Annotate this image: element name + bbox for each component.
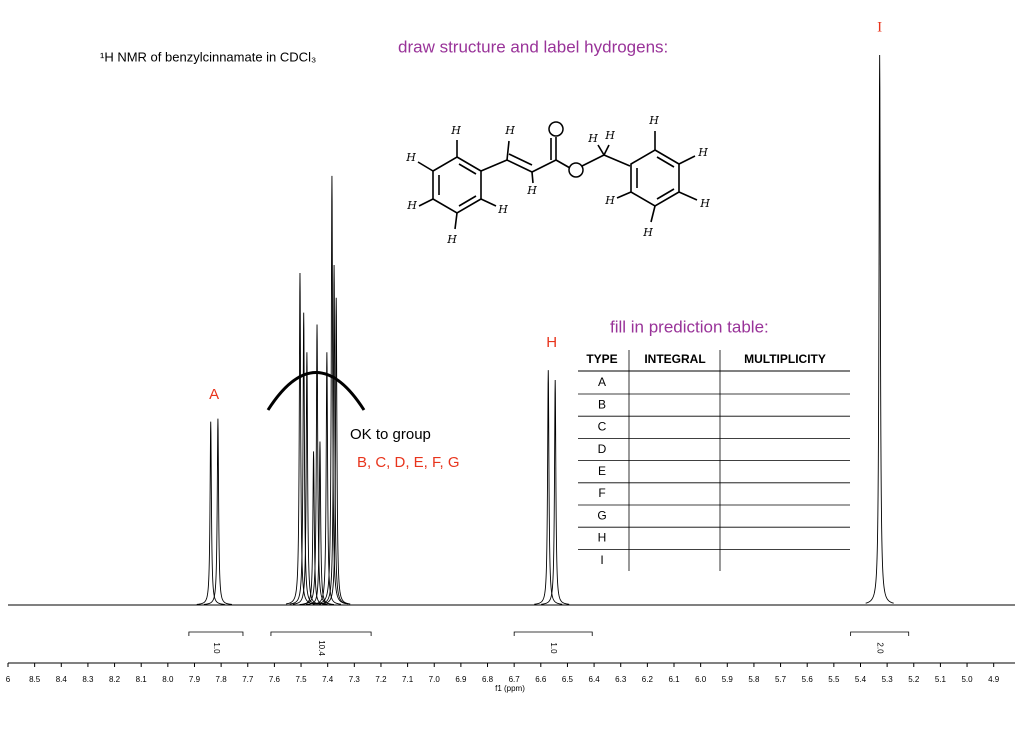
x-tick-label: 7.4	[322, 675, 334, 684]
x-tick-label: 5.1	[935, 675, 947, 684]
x-tick-label: 7.0	[429, 675, 441, 684]
peak	[320, 265, 349, 605]
structure-atom: H	[497, 203, 508, 216]
peak	[285, 272, 315, 605]
peak	[299, 451, 328, 605]
peak-label: H	[546, 334, 557, 351]
x-tick-label: 6.0	[695, 675, 707, 684]
x-tick-label: 8.5	[29, 675, 41, 684]
table-header: MULTIPLICITY	[744, 352, 826, 366]
table-type: G	[597, 508, 606, 522]
x-tick-label: 7.9	[189, 675, 201, 684]
group-note: OK to group	[350, 426, 431, 443]
peak-label: I	[877, 19, 882, 35]
peak	[196, 421, 225, 605]
integral-value: 10.4	[317, 640, 326, 656]
x-tick-label: 6.6	[535, 675, 547, 684]
x-axis-label: f1 (ppm)	[495, 684, 525, 693]
x-tick-label: 5.7	[775, 675, 787, 684]
atom-ring	[568, 162, 584, 178]
structure-atom: H	[604, 129, 615, 142]
x-tick-label: 7.8	[216, 675, 228, 684]
structure-atom: H	[604, 194, 615, 207]
table-type: E	[598, 464, 606, 478]
x-tick-label: 8.4	[56, 675, 68, 684]
table-prompt: fill in prediction table:	[610, 317, 769, 336]
structure-atom: H	[642, 226, 653, 239]
x-tick-label: 7.2	[375, 675, 387, 684]
structure-atom: H	[648, 114, 659, 127]
x-tick-label: 6.8	[482, 675, 494, 684]
x-tick-label: 8.1	[136, 675, 148, 684]
x-tick-label: 6.2	[642, 675, 654, 684]
peak	[312, 352, 341, 605]
x-tick-label: 7.1	[402, 675, 414, 684]
x-tick-label: 5.4	[855, 675, 867, 684]
x-tick-label: 5.8	[748, 675, 760, 684]
integral-bracket	[188, 631, 244, 636]
integral-value: 1.0	[212, 642, 221, 654]
x-tick-label: 5.9	[722, 675, 734, 684]
structure-atom: H	[504, 124, 515, 137]
x-tick-label: 6.4	[589, 675, 601, 684]
x-tick-label: 6.7	[509, 675, 521, 684]
group-arc	[266, 371, 366, 411]
structure-atom: H	[697, 146, 708, 159]
x-tick-label: 5.6	[802, 675, 814, 684]
table-type: F	[598, 486, 605, 500]
table-type: D	[598, 442, 607, 456]
integral-bracket	[513, 631, 593, 636]
table-type: B	[598, 397, 606, 411]
integral-bracket	[850, 631, 910, 636]
structure-atom: H	[526, 184, 537, 197]
x-tick-label: 6.5	[562, 675, 574, 684]
table-header: TYPE	[586, 352, 617, 366]
table-type: C	[598, 420, 607, 434]
table-type: A	[598, 375, 606, 389]
peak	[541, 380, 570, 605]
x-tick-label: 7.3	[349, 675, 361, 684]
x-tick-label: 8.2	[109, 675, 121, 684]
structure	[417, 131, 698, 230]
x-tick-label: 6.3	[615, 675, 627, 684]
x-tick-label: 6.9	[455, 675, 467, 684]
x-tick-label: 8.0	[162, 675, 174, 684]
peak	[317, 175, 347, 605]
peak	[305, 441, 335, 605]
table-type: H	[598, 531, 607, 545]
x-tick-label: 5.0	[961, 675, 973, 684]
x-tick-label: 5.2	[908, 675, 920, 684]
x-tick-label: 7.5	[295, 675, 307, 684]
x-tick-label: 7.6	[269, 675, 281, 684]
x-tick-label: 6.1	[668, 675, 680, 684]
structure-atom: H	[406, 199, 417, 212]
x-tick-label: 4.9	[988, 675, 1000, 684]
atom-ring	[548, 121, 564, 137]
structure-atom: H	[699, 197, 710, 210]
table-header: INTEGRAL	[644, 352, 705, 366]
x-tick-label: 5.3	[882, 675, 894, 684]
peak	[534, 370, 563, 605]
x-tick-label: 8.3	[82, 675, 94, 684]
x-tick-label: 7.7	[242, 675, 254, 684]
peak	[322, 297, 351, 605]
integral-value: 2.0	[876, 642, 885, 654]
structure-atom: H	[587, 132, 598, 145]
chart-title: ¹H NMR of benzylcinnamate in CDCl₃	[100, 49, 316, 64]
x-tick-label: 6	[6, 675, 11, 684]
structure-atom: H	[450, 124, 461, 137]
integral-value: 1.0	[549, 642, 558, 654]
structure-atom: H	[446, 233, 457, 246]
peak-label: A	[209, 386, 219, 403]
peak	[203, 418, 232, 605]
structure-atom: H	[405, 151, 416, 164]
structure-prompt: draw structure and label hydrogens:	[398, 37, 668, 56]
integral-bracket	[270, 631, 372, 636]
table-type: I	[600, 553, 603, 567]
group-labels: B, C, D, E, F, G	[357, 454, 460, 471]
peak	[865, 54, 894, 604]
x-tick-label: 5.5	[828, 675, 840, 684]
